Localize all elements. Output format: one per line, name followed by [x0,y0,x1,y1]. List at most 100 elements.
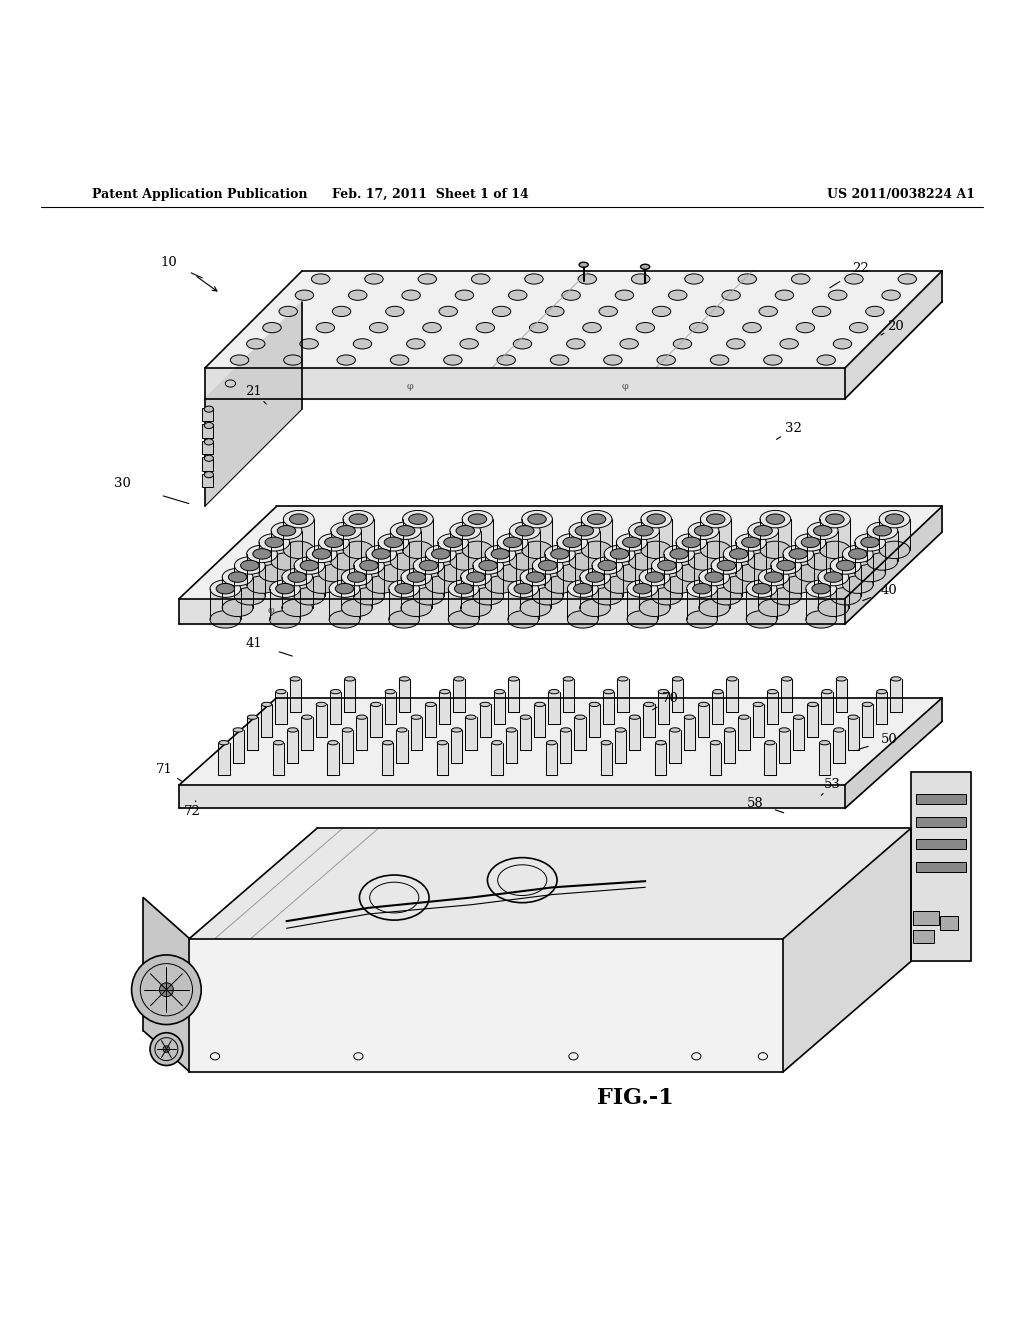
Ellipse shape [402,511,433,528]
Bar [202,474,213,487]
Ellipse shape [401,569,432,586]
Ellipse shape [599,306,617,317]
Ellipse shape [271,521,302,540]
Ellipse shape [437,741,447,744]
Ellipse shape [632,273,650,284]
Polygon shape [911,772,971,961]
Bar [911,772,971,961]
Ellipse shape [867,521,898,540]
Ellipse shape [471,273,489,284]
Ellipse shape [461,599,492,616]
Text: 41: 41 [246,638,262,651]
Ellipse shape [271,553,302,570]
Polygon shape [676,543,707,573]
Ellipse shape [311,273,330,284]
Ellipse shape [759,306,777,317]
Ellipse shape [413,557,443,574]
Polygon shape [836,678,847,711]
Polygon shape [390,531,421,561]
Ellipse shape [742,322,761,333]
Polygon shape [713,692,724,725]
Ellipse shape [205,422,214,429]
Bar [916,840,966,850]
Ellipse shape [282,599,312,616]
Polygon shape [389,589,420,619]
Ellipse shape [764,355,782,366]
Ellipse shape [575,715,585,719]
Ellipse shape [345,677,355,681]
Polygon shape [639,577,670,607]
Polygon shape [290,678,301,711]
Ellipse shape [766,513,784,524]
Ellipse shape [390,355,409,366]
Ellipse shape [359,560,378,570]
Polygon shape [753,705,764,737]
Polygon shape [413,565,443,597]
Ellipse shape [263,322,282,333]
Ellipse shape [873,525,892,536]
Ellipse shape [771,557,802,574]
Ellipse shape [386,306,404,317]
Ellipse shape [353,339,372,348]
Ellipse shape [688,553,719,570]
Ellipse shape [673,677,683,681]
Ellipse shape [635,525,653,536]
Text: 71: 71 [156,763,172,776]
Polygon shape [371,705,382,737]
Ellipse shape [843,576,873,593]
Ellipse shape [521,541,552,558]
Ellipse shape [834,727,844,733]
Ellipse shape [205,471,214,478]
Ellipse shape [205,438,214,445]
Ellipse shape [443,355,462,366]
Bar [940,916,958,931]
Ellipse shape [460,339,478,348]
Polygon shape [275,692,287,725]
Ellipse shape [302,715,312,719]
Ellipse shape [615,290,634,301]
Ellipse shape [563,677,573,681]
Polygon shape [821,692,833,725]
Polygon shape [807,531,838,561]
Ellipse shape [370,322,388,333]
Ellipse shape [723,545,754,562]
Ellipse shape [278,525,296,536]
Ellipse shape [265,537,284,548]
Ellipse shape [598,560,616,570]
Polygon shape [218,743,229,775]
Ellipse shape [567,579,598,598]
Ellipse shape [567,611,598,628]
Ellipse shape [579,273,597,284]
Ellipse shape [253,549,271,560]
Ellipse shape [615,727,626,733]
Polygon shape [449,589,479,619]
Ellipse shape [739,715,749,719]
Ellipse shape [808,702,818,706]
Polygon shape [806,589,837,619]
Ellipse shape [822,689,833,694]
Ellipse shape [780,339,799,348]
Ellipse shape [356,715,367,719]
Text: 50: 50 [881,734,897,746]
Bar [202,441,213,454]
Ellipse shape [550,355,568,366]
Ellipse shape [353,557,384,574]
Polygon shape [664,554,694,585]
Polygon shape [735,543,766,573]
Ellipse shape [616,565,647,582]
Ellipse shape [834,339,852,348]
Ellipse shape [452,727,462,733]
Ellipse shape [347,572,366,582]
Ellipse shape [389,611,420,628]
Ellipse shape [378,565,409,582]
Ellipse shape [247,339,265,348]
Ellipse shape [748,553,778,570]
Ellipse shape [588,513,606,524]
Polygon shape [643,705,654,737]
Ellipse shape [566,339,585,348]
Ellipse shape [673,339,691,348]
Polygon shape [402,519,433,550]
Ellipse shape [389,579,420,598]
Ellipse shape [807,553,838,570]
Ellipse shape [779,727,790,733]
